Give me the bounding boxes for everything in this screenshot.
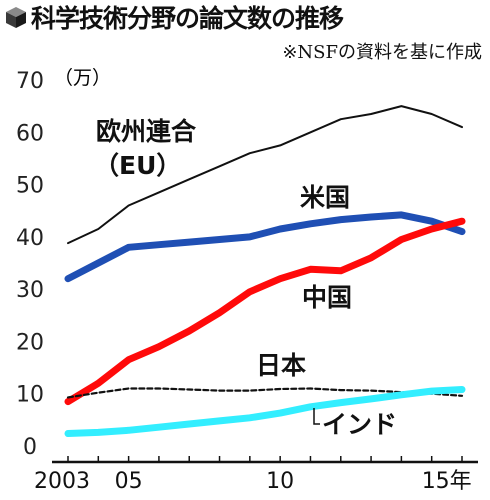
india-label-leader xyxy=(313,408,320,425)
x-tick-label: 10 xyxy=(266,469,294,494)
series-label-india: インド xyxy=(322,410,397,439)
y-tick-label: 60 xyxy=(16,121,44,146)
chart-title: 科学技術分野の論文数の推移 xyxy=(31,4,344,33)
series-line-japan xyxy=(66,387,464,399)
series-line-india xyxy=(64,386,466,437)
series-label-eu: 欧州連合 xyxy=(96,117,197,146)
series-line-eu xyxy=(67,105,463,245)
x-tick-label: 05 xyxy=(115,469,143,494)
y-tick-label: 20 xyxy=(16,330,44,355)
x-tick-label: 15年 xyxy=(422,469,472,494)
series-line-china xyxy=(64,217,466,406)
cube-icon xyxy=(6,7,26,28)
source-note: ※NSFの資料を基に作成 xyxy=(282,42,482,63)
y-tick-label: 40 xyxy=(16,226,44,251)
y-tick-label: 70 xyxy=(16,69,44,94)
series-line-us xyxy=(64,211,466,283)
y-tick-label: 0 xyxy=(23,435,37,460)
series-label-eu-abbr: （EU） xyxy=(94,151,181,180)
series-label-us: 米国 xyxy=(300,183,350,212)
series-label-japan: 日本 xyxy=(256,351,306,380)
x-tick-label: 2003 xyxy=(34,469,90,494)
chart-header: 科学技術分野の論文数の推移 xyxy=(4,2,344,33)
y-axis-unit-label: （万） xyxy=(54,67,111,89)
y-tick-label: 10 xyxy=(16,383,44,408)
y-tick-label: 50 xyxy=(16,174,44,199)
y-tick-label: 30 xyxy=(16,278,44,303)
series-label-china: 中国 xyxy=(302,283,352,312)
